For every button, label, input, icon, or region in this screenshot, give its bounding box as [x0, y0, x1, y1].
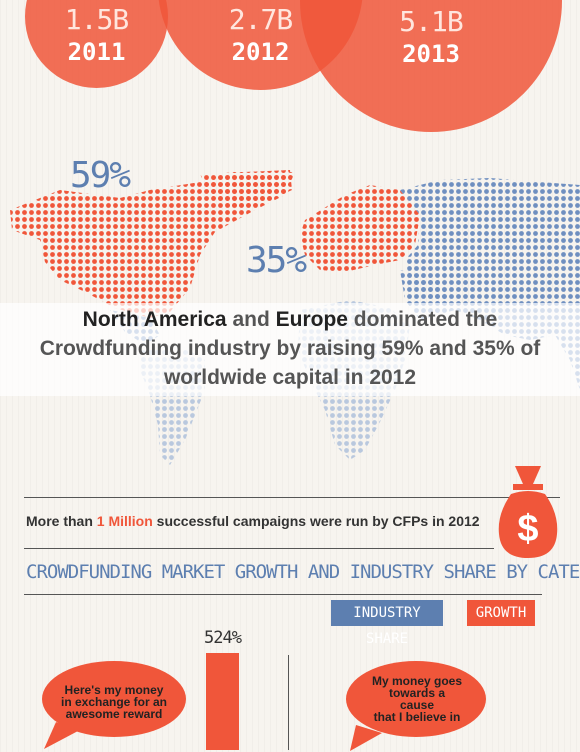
- growth-bar: [206, 653, 239, 750]
- speech-bubble-reward-text: Here's my money in exchange for an aweso…: [50, 684, 178, 720]
- bubble-value: 5.1B: [399, 5, 463, 38]
- north-america-percent: 59%: [70, 155, 131, 196]
- speech-bubble-reward: [42, 661, 186, 749]
- caption-europe: Europe: [275, 308, 348, 331]
- cause-line-1: My money goes: [371, 674, 463, 688]
- bubble-2011: 1.5B 2011: [25, 0, 168, 88]
- svg-text:$: $: [517, 508, 538, 550]
- campaigns-suffix: successful campaigns were run by CFPs in…: [152, 513, 480, 529]
- divider-bottom: [24, 594, 542, 595]
- north-america-map: [10, 172, 295, 318]
- map-caption: North America and Europe dominated the C…: [0, 305, 580, 392]
- speech-bubble-cause: [346, 661, 486, 751]
- campaigns-text: More than 1 Million successful campaigns…: [26, 513, 480, 529]
- caption-and: and: [226, 308, 276, 331]
- caption-line-1: North America and Europe dominated the: [0, 305, 580, 334]
- growth-bar-label: 524%: [204, 628, 242, 648]
- cause-line-2: towards a: [388, 686, 445, 700]
- cause-line-4: that I believe in: [373, 710, 461, 724]
- caption-line-2: Crowdfunding industry by raising 59% and…: [39, 337, 541, 360]
- bubble-2013: 5.1B 2013: [300, 0, 562, 132]
- bubble-value: 2.7B: [228, 3, 293, 36]
- campaigns-highlight: 1 Million: [96, 513, 153, 529]
- divider-top: [24, 497, 560, 498]
- bubble-year: 2011: [67, 38, 126, 66]
- caption-north-america: North America: [82, 308, 227, 331]
- bubble-year: 2013: [402, 40, 460, 68]
- reward-line-1: Here's my money: [64, 683, 164, 697]
- bubble-value: 1.5B: [64, 3, 129, 36]
- money-bag-icon: $: [498, 466, 558, 558]
- europe-map: [300, 185, 420, 272]
- speech-bubble-cause-text: My money goes towards a cause that I bel…: [356, 675, 478, 723]
- bubble-year: 2012: [231, 38, 290, 66]
- europe-percent: 35%: [246, 240, 307, 281]
- cause-line-3: cause: [399, 698, 435, 712]
- caption-line-3: worldwide capital in 2012: [163, 366, 417, 389]
- section-title: Crowdfunding Market Growth and Industry …: [26, 561, 580, 583]
- reward-line-2: in exchange for an: [60, 695, 168, 709]
- reward-line-3: awesome reward: [65, 707, 163, 721]
- caption-band: [0, 303, 580, 396]
- caption-dominated: dominated the: [347, 308, 498, 331]
- greenland-map: [200, 170, 292, 208]
- column-divider: [288, 655, 289, 750]
- campaigns-prefix: More than: [26, 513, 97, 529]
- legend-growth: Growth: [467, 600, 535, 626]
- divider-middle: [24, 548, 494, 549]
- legend-industry-share: Industry Share: [331, 600, 443, 647]
